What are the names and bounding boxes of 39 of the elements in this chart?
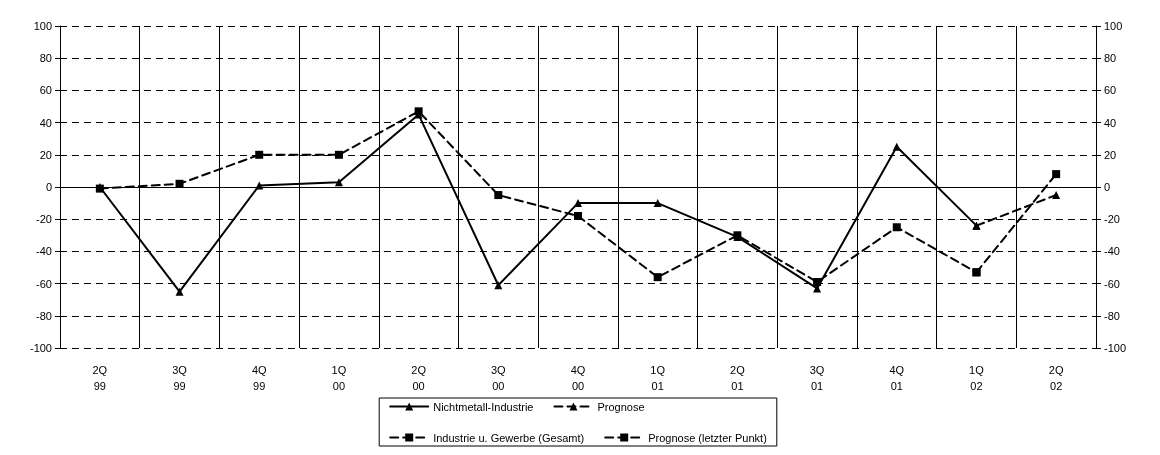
y-tick-label: -20	[36, 213, 52, 226]
y-tick-label: 20	[39, 148, 52, 161]
x-tick-label: 3Q 00	[490, 364, 507, 392]
x-tick-label: 4Q 99	[251, 364, 267, 392]
y-tick-label: -80	[36, 309, 52, 322]
x-tick-label: 1Q 02	[969, 364, 985, 392]
x-tick-label: 4Q 00	[570, 364, 586, 392]
y2-tick-label: -80	[1104, 309, 1120, 322]
legend-label: Prognose (letzter Punkt)	[648, 431, 767, 444]
y-tick-label: -100	[29, 342, 52, 354]
y-tick-label: -40	[36, 245, 52, 258]
x-tick-label: 3Q 99	[172, 364, 188, 392]
x-tick-label: 2Q 00	[411, 364, 427, 392]
y2-tick-label: -100	[1104, 342, 1127, 354]
y-tick-label: 60	[39, 84, 52, 97]
legend-label: Industrie u. Gewerbe (Gesamt)	[433, 431, 585, 444]
y2-tick-label: 60	[1104, 84, 1117, 97]
y2-tick-label: 100	[1104, 20, 1123, 32]
x-tick-label: 2Q 01	[730, 364, 746, 392]
y-tick-label: -60	[36, 277, 52, 290]
legend-label: Nichtmetall-Industrie	[433, 400, 534, 413]
x-tick-label: 1Q 01	[650, 364, 666, 392]
y2-tick-label: -20	[1104, 213, 1120, 226]
y2-tick-label: -60	[1104, 277, 1120, 290]
y2-tick-label: -40	[1104, 245, 1120, 258]
y-tick-label: 100	[33, 20, 52, 32]
x-tick-label: 1Q 00	[331, 364, 347, 392]
y2-tick-label: 80	[1104, 52, 1117, 65]
x-tick-label: 2Q 99	[92, 364, 108, 392]
legend-label: Prognose	[597, 400, 645, 413]
y-tick-label: 0	[45, 181, 52, 193]
y2-tick-label: 40	[1104, 116, 1117, 129]
y2-tick-label: 0	[1104, 181, 1111, 193]
y-tick-label: 40	[39, 116, 52, 129]
y-tick-label: 80	[39, 52, 52, 65]
y2-tick-label: 20	[1104, 148, 1117, 161]
x-tick-label: 3Q 01	[809, 364, 825, 392]
x-tick-label: 2Q 02	[1048, 364, 1064, 392]
x-tick-label: 4Q 01	[889, 364, 905, 392]
